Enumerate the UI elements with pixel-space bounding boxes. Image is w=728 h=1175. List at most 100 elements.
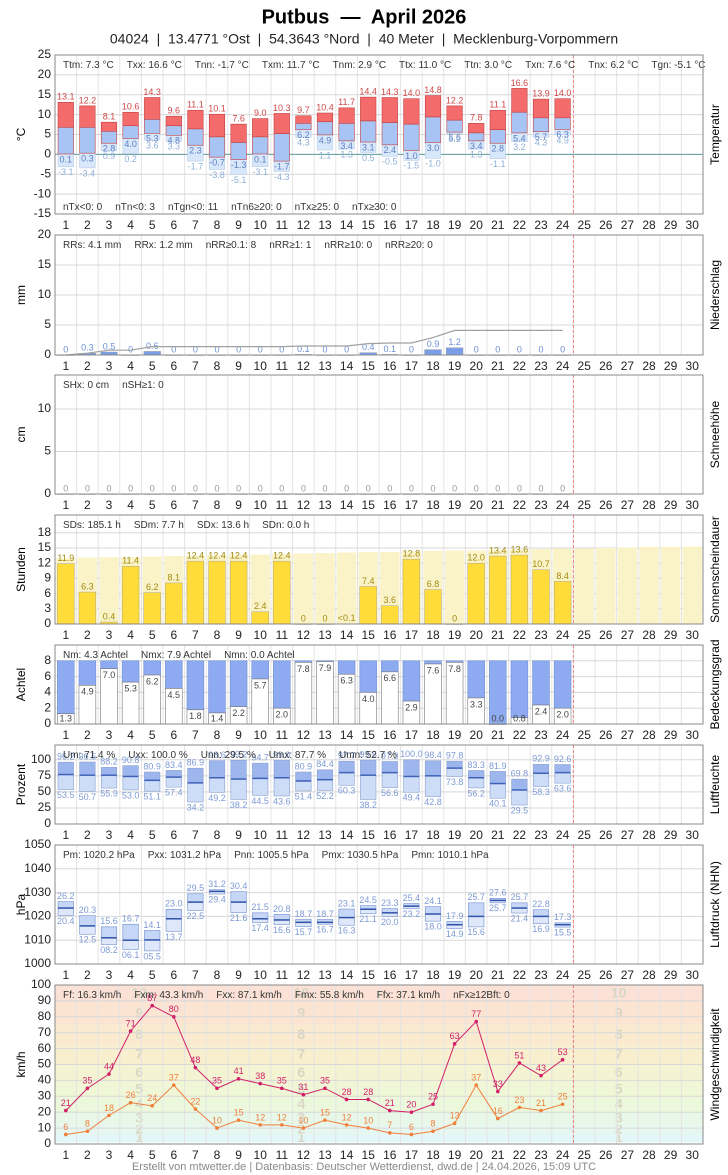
bar bbox=[532, 569, 550, 625]
value-label: 98.4 bbox=[424, 750, 442, 760]
lower-bar bbox=[532, 916, 550, 925]
value-label: 51 bbox=[514, 1050, 524, 1060]
value-label: 14.9 bbox=[446, 929, 464, 939]
value-label: 49.2 bbox=[208, 793, 226, 803]
value-label: 31 bbox=[298, 1082, 308, 1092]
upper-bar bbox=[144, 771, 161, 781]
x-tick-label: 13 bbox=[318, 1148, 332, 1162]
cover-bar bbox=[510, 660, 529, 718]
y-axis-label: hPa bbox=[14, 894, 28, 916]
lower-bar bbox=[100, 774, 118, 789]
upper-bar bbox=[208, 113, 226, 138]
bar bbox=[489, 555, 507, 625]
beaufort-label: 1 bbox=[615, 1129, 623, 1145]
value-label: 24.1 bbox=[424, 896, 442, 906]
cover-bar bbox=[165, 660, 183, 689]
value-label: 6.3 bbox=[81, 581, 94, 591]
x-tick-label: 18 bbox=[426, 728, 440, 742]
beaufort-label: 5 bbox=[615, 1081, 623, 1097]
point bbox=[517, 1105, 522, 1110]
x-tick-label: 23 bbox=[534, 968, 548, 982]
point bbox=[280, 1086, 284, 1091]
x-tick-label: 6 bbox=[170, 728, 177, 742]
upper-bar bbox=[79, 761, 96, 776]
lower-bar bbox=[511, 789, 528, 806]
x-tick-label: 29 bbox=[664, 628, 678, 642]
x-tick-label: 30 bbox=[686, 828, 700, 842]
x-tick-label: 2 bbox=[84, 359, 91, 373]
x-tick-label: 30 bbox=[686, 968, 700, 982]
panel: 1 1 12 2 23 3 34 4 45 5 56 6 67 7 78 8 89 9 910 10 100102030… bbox=[14, 977, 722, 1162]
upper-bar bbox=[446, 105, 463, 121]
summary-item: Pmn: 1010.1 hPa bbox=[411, 850, 489, 861]
x-tick-label: 6 bbox=[170, 1148, 177, 1162]
bar bbox=[143, 351, 161, 356]
cover-bar bbox=[402, 660, 421, 702]
value-label: 22 bbox=[190, 1096, 200, 1106]
lower-bar bbox=[122, 939, 139, 950]
x-tick-label: 25 bbox=[578, 828, 592, 842]
x-tick-label: 25 bbox=[578, 359, 592, 373]
value-label: 0 bbox=[495, 483, 500, 493]
value-label: 0 bbox=[85, 483, 90, 493]
x-tick-label: 8 bbox=[214, 359, 221, 373]
value-label: 0.9 bbox=[103, 151, 116, 161]
value-label: 4.5 bbox=[168, 690, 181, 700]
value-label: 10 bbox=[298, 1115, 308, 1125]
value-label: -1.5 bbox=[404, 161, 420, 171]
point bbox=[258, 1123, 263, 1127]
value-label: 29.5 bbox=[511, 805, 529, 815]
plot-border bbox=[54, 644, 704, 725]
x-tick-label: 25 bbox=[578, 728, 592, 742]
cumulative-line bbox=[65, 329, 563, 356]
value-label: 7.0 bbox=[103, 670, 116, 680]
x-tick-label: 29 bbox=[664, 1148, 678, 1162]
value-label: 38.2 bbox=[359, 800, 377, 810]
value-label: 05.5 bbox=[143, 951, 161, 961]
bar bbox=[165, 582, 183, 625]
value-label: 0 bbox=[366, 483, 371, 493]
x-tick-label: 11 bbox=[276, 828, 289, 842]
plot-border bbox=[54, 374, 704, 495]
value-label: 17.9 bbox=[446, 911, 464, 921]
lower-bar bbox=[316, 779, 334, 791]
value-label: 10 bbox=[363, 1115, 373, 1125]
value-label: 13.7 bbox=[165, 932, 183, 942]
x-tick-label: 8 bbox=[214, 1148, 221, 1162]
upper-bar bbox=[446, 760, 463, 769]
summary-item: nSH≥1: 0 bbox=[122, 380, 164, 391]
x-tick-label: 20 bbox=[470, 968, 484, 982]
value-label: 3.6 bbox=[146, 140, 159, 150]
value-label: 15.6 bbox=[100, 916, 118, 926]
x-tick-label: 24 bbox=[556, 498, 570, 512]
x-tick-label: 9 bbox=[235, 498, 242, 512]
upper-bar bbox=[381, 97, 398, 123]
x-tick-label: 14 bbox=[340, 1148, 354, 1162]
bar bbox=[574, 548, 594, 624]
x-tick-label: 18 bbox=[426, 628, 440, 642]
value-label: 0 bbox=[128, 483, 133, 493]
x-tick-label: 8 bbox=[214, 628, 221, 642]
point bbox=[560, 1057, 565, 1062]
panel-title: Temperatur bbox=[708, 104, 722, 165]
value-label: 51.1 bbox=[143, 792, 161, 802]
beaufort-label: 3 bbox=[615, 1109, 623, 1125]
lower-bar bbox=[230, 901, 247, 913]
value-label: 28 bbox=[342, 1087, 352, 1097]
x-tick-label: 24 bbox=[556, 828, 570, 842]
value-label: 26.2 bbox=[57, 891, 75, 901]
value-label: 16.3 bbox=[338, 926, 356, 936]
value-label: 1.4 bbox=[211, 713, 224, 723]
value-label: 3.3 bbox=[470, 699, 483, 709]
value-label: -3.1 bbox=[252, 167, 268, 177]
y-tick-label: 3 bbox=[44, 601, 51, 615]
y-tick-label: 25 bbox=[38, 800, 52, 814]
upper-bar bbox=[554, 764, 571, 773]
cover-bar bbox=[251, 660, 269, 680]
x-tick-label: 28 bbox=[642, 359, 656, 373]
value-label: 12.4 bbox=[187, 551, 205, 561]
value-label: 21 bbox=[385, 1098, 395, 1108]
bar bbox=[682, 546, 702, 624]
